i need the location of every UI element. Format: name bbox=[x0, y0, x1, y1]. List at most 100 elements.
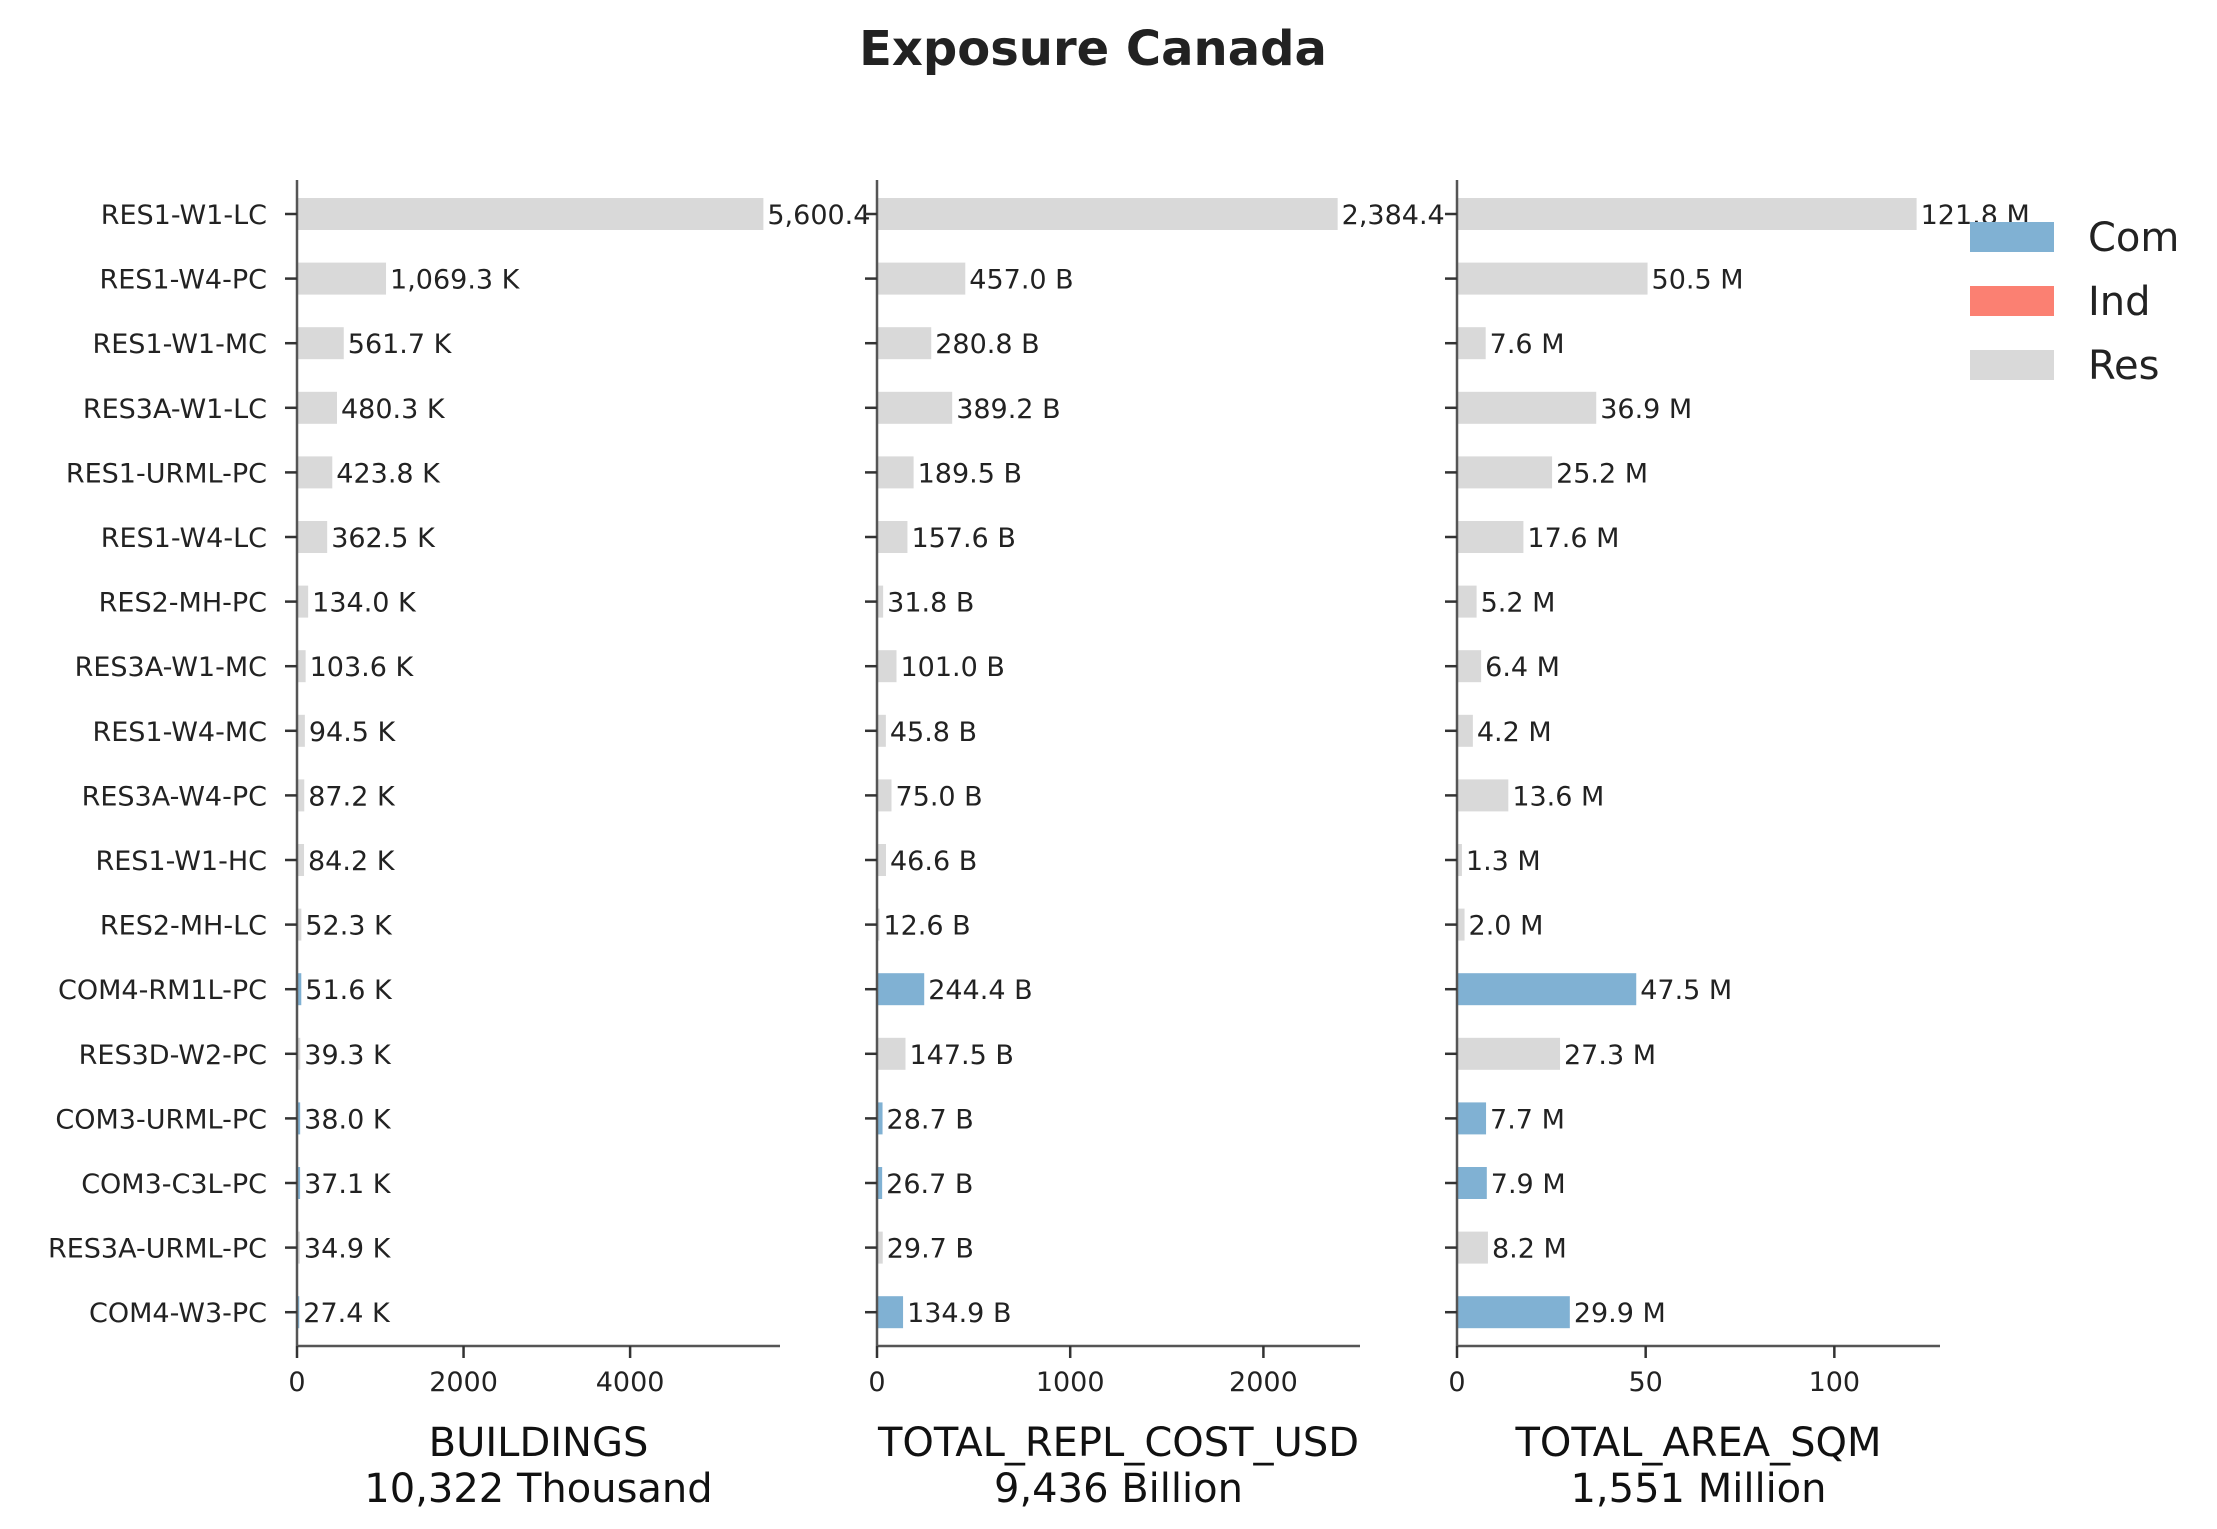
category-label: RES2-MH-LC bbox=[100, 911, 267, 942]
value-label: 1,069.3 K bbox=[390, 265, 521, 296]
bar-com4-rm1l-pc bbox=[1457, 973, 1637, 1006]
bar-com3-urml-pc bbox=[877, 1102, 883, 1135]
panel-2: 2,384.4 457.0 B 280.8 B 389.2 B 189.5 B 157.6… bbox=[865, 180, 1445, 1512]
value-label: 52.3 K bbox=[305, 911, 393, 942]
value-label: 5.2 M bbox=[1481, 588, 1556, 619]
bar-res3a-urml-pc bbox=[297, 1231, 300, 1264]
legend-item-ind: Ind bbox=[1970, 279, 2151, 325]
legend-label-com: Com bbox=[2088, 215, 2179, 261]
panel-1: RES1-W1-LC RES1-W4-PC RES1-W1-MC RES3A-W1-L… bbox=[48, 180, 870, 1512]
value-label: 39.3 K bbox=[304, 1040, 392, 1071]
x-axis-subtitle: 9,436 Billion bbox=[994, 1466, 1243, 1512]
bar-res1-urml-pc bbox=[1457, 456, 1553, 489]
bar-res1-w4-mc bbox=[297, 714, 305, 747]
value-label: 87.2 K bbox=[308, 781, 396, 812]
bar-res3a-w4-pc bbox=[877, 779, 892, 812]
category-label: RES3D-W2-PC bbox=[79, 1040, 267, 1071]
value-label: 147.5 B bbox=[909, 1040, 1013, 1071]
legend-swatch-res bbox=[1970, 350, 2054, 380]
bar-com3-c3l-pc bbox=[1457, 1167, 1487, 1199]
bar-res1-w1-hc bbox=[877, 844, 887, 876]
bar-res1-w4-lc bbox=[1457, 521, 1524, 553]
x-tick-label: 50 bbox=[1628, 1367, 1662, 1398]
value-label: 84.2 K bbox=[308, 846, 396, 877]
bar-res2-mh-pc bbox=[877, 585, 884, 618]
value-label: 27.3 M bbox=[1564, 1040, 1656, 1071]
x-tick-label: 0 bbox=[868, 1367, 885, 1398]
x-axis-subtitle: 1,551 Million bbox=[1570, 1466, 1826, 1512]
bar-res3a-w1-mc bbox=[1457, 650, 1482, 683]
bar-res1-urml-pc bbox=[877, 456, 914, 489]
bar-res1-w4-mc bbox=[1457, 714, 1473, 747]
value-label: 28.7 B bbox=[887, 1104, 974, 1135]
x-axis-title: TOTAL_AREA_SQM bbox=[1514, 1420, 1881, 1466]
value-label: 26.7 B bbox=[886, 1169, 973, 1200]
legend-swatch-com bbox=[1970, 222, 2054, 252]
bar-res1-w4-pc bbox=[1457, 262, 1648, 295]
value-label: 389.2 B bbox=[956, 394, 1060, 425]
bar-res3a-w1-lc bbox=[877, 391, 953, 424]
x-axis-title: BUILDINGS bbox=[429, 1420, 649, 1466]
bar-res3a-w4-pc bbox=[1457, 779, 1509, 812]
bar-res1-w1-mc bbox=[297, 327, 344, 360]
value-label: 36.9 M bbox=[1600, 394, 1692, 425]
value-label: 47.5 M bbox=[1640, 975, 1732, 1006]
category-label: RES3A-W4-PC bbox=[82, 781, 267, 812]
bar-res1-w1-lc bbox=[297, 198, 764, 230]
panels: RES1-W1-LC RES1-W4-PC RES1-W1-MC RES3A-W1-L… bbox=[48, 180, 2030, 1512]
bar-com4-rm1l-pc bbox=[297, 973, 302, 1006]
bar-res3a-w1-lc bbox=[297, 391, 337, 424]
value-label: 38.0 K bbox=[304, 1104, 392, 1135]
bar-com4-w3-pc bbox=[1457, 1296, 1570, 1329]
bar-res3a-w1-lc bbox=[1457, 391, 1597, 424]
value-label: 480.3 K bbox=[341, 394, 446, 425]
bar-res2-mh-lc bbox=[297, 908, 302, 941]
value-label: 31.8 B bbox=[887, 588, 974, 619]
x-axis-subtitle: 10,322 Thousand bbox=[364, 1466, 712, 1512]
value-label: 46.6 B bbox=[890, 846, 977, 877]
value-label: 2.0 M bbox=[1469, 911, 1544, 942]
bar-com3-urml-pc bbox=[297, 1102, 301, 1135]
legend-swatch-ind bbox=[1970, 286, 2054, 316]
x-tick-label: 100 bbox=[1809, 1367, 1861, 1398]
bar-res1-w1-hc bbox=[1457, 844, 1462, 876]
legend-label-res: Res bbox=[2088, 343, 2159, 389]
x-axis-title: TOTAL_REPL_COST_USD bbox=[877, 1420, 1359, 1466]
value-label: 2,384.4 bbox=[1342, 200, 1445, 231]
value-label: 244.4 B bbox=[928, 975, 1032, 1006]
value-label: 27.4 K bbox=[303, 1298, 391, 1329]
category-label: RES1-W1-HC bbox=[95, 846, 267, 877]
bar-res1-w1-mc bbox=[877, 327, 932, 360]
value-label: 7.6 M bbox=[1490, 329, 1565, 360]
category-label: RES1-URML-PC bbox=[66, 458, 267, 489]
bar-res1-w1-hc bbox=[297, 844, 305, 876]
value-label: 103.6 K bbox=[310, 652, 415, 683]
bar-res3a-urml-pc bbox=[877, 1231, 883, 1264]
category-label: RES1-W4-PC bbox=[99, 265, 267, 296]
category-label: RES1-W1-MC bbox=[92, 329, 267, 360]
bar-res3a-w1-mc bbox=[877, 650, 897, 683]
value-label: 1.3 M bbox=[1466, 846, 1541, 877]
bar-res3d-w2-pc bbox=[1457, 1037, 1561, 1070]
value-label: 37.1 K bbox=[304, 1169, 392, 1200]
category-label: RES1-W4-LC bbox=[101, 523, 267, 554]
value-label: 50.5 M bbox=[1652, 265, 1744, 296]
panel-3: 121.8 M50.5 M7.6 M36.9 M25.2 M17.6 M5.2 … bbox=[1445, 180, 2030, 1512]
value-label: 94.5 K bbox=[309, 717, 397, 748]
value-label: 75.0 B bbox=[895, 781, 982, 812]
legend-item-com: Com bbox=[1970, 215, 2179, 261]
value-label: 51.6 K bbox=[305, 975, 393, 1006]
value-label: 17.6 M bbox=[1527, 523, 1619, 554]
category-label: COM3-C3L-PC bbox=[81, 1169, 267, 1200]
value-label: 280.8 B bbox=[935, 329, 1039, 360]
category-label: RES1-W4-MC bbox=[92, 717, 267, 748]
bar-com4-w3-pc bbox=[877, 1296, 904, 1329]
bar-res1-w4-lc bbox=[877, 521, 908, 553]
category-label: RES2-MH-PC bbox=[99, 588, 267, 619]
bar-res1-w1-mc bbox=[1457, 327, 1486, 360]
bar-res3a-w4-pc bbox=[297, 779, 305, 812]
x-tick-label: 0 bbox=[1448, 1367, 1465, 1398]
bar-res1-w4-mc bbox=[877, 714, 886, 747]
value-label: 4.2 M bbox=[1477, 717, 1552, 748]
